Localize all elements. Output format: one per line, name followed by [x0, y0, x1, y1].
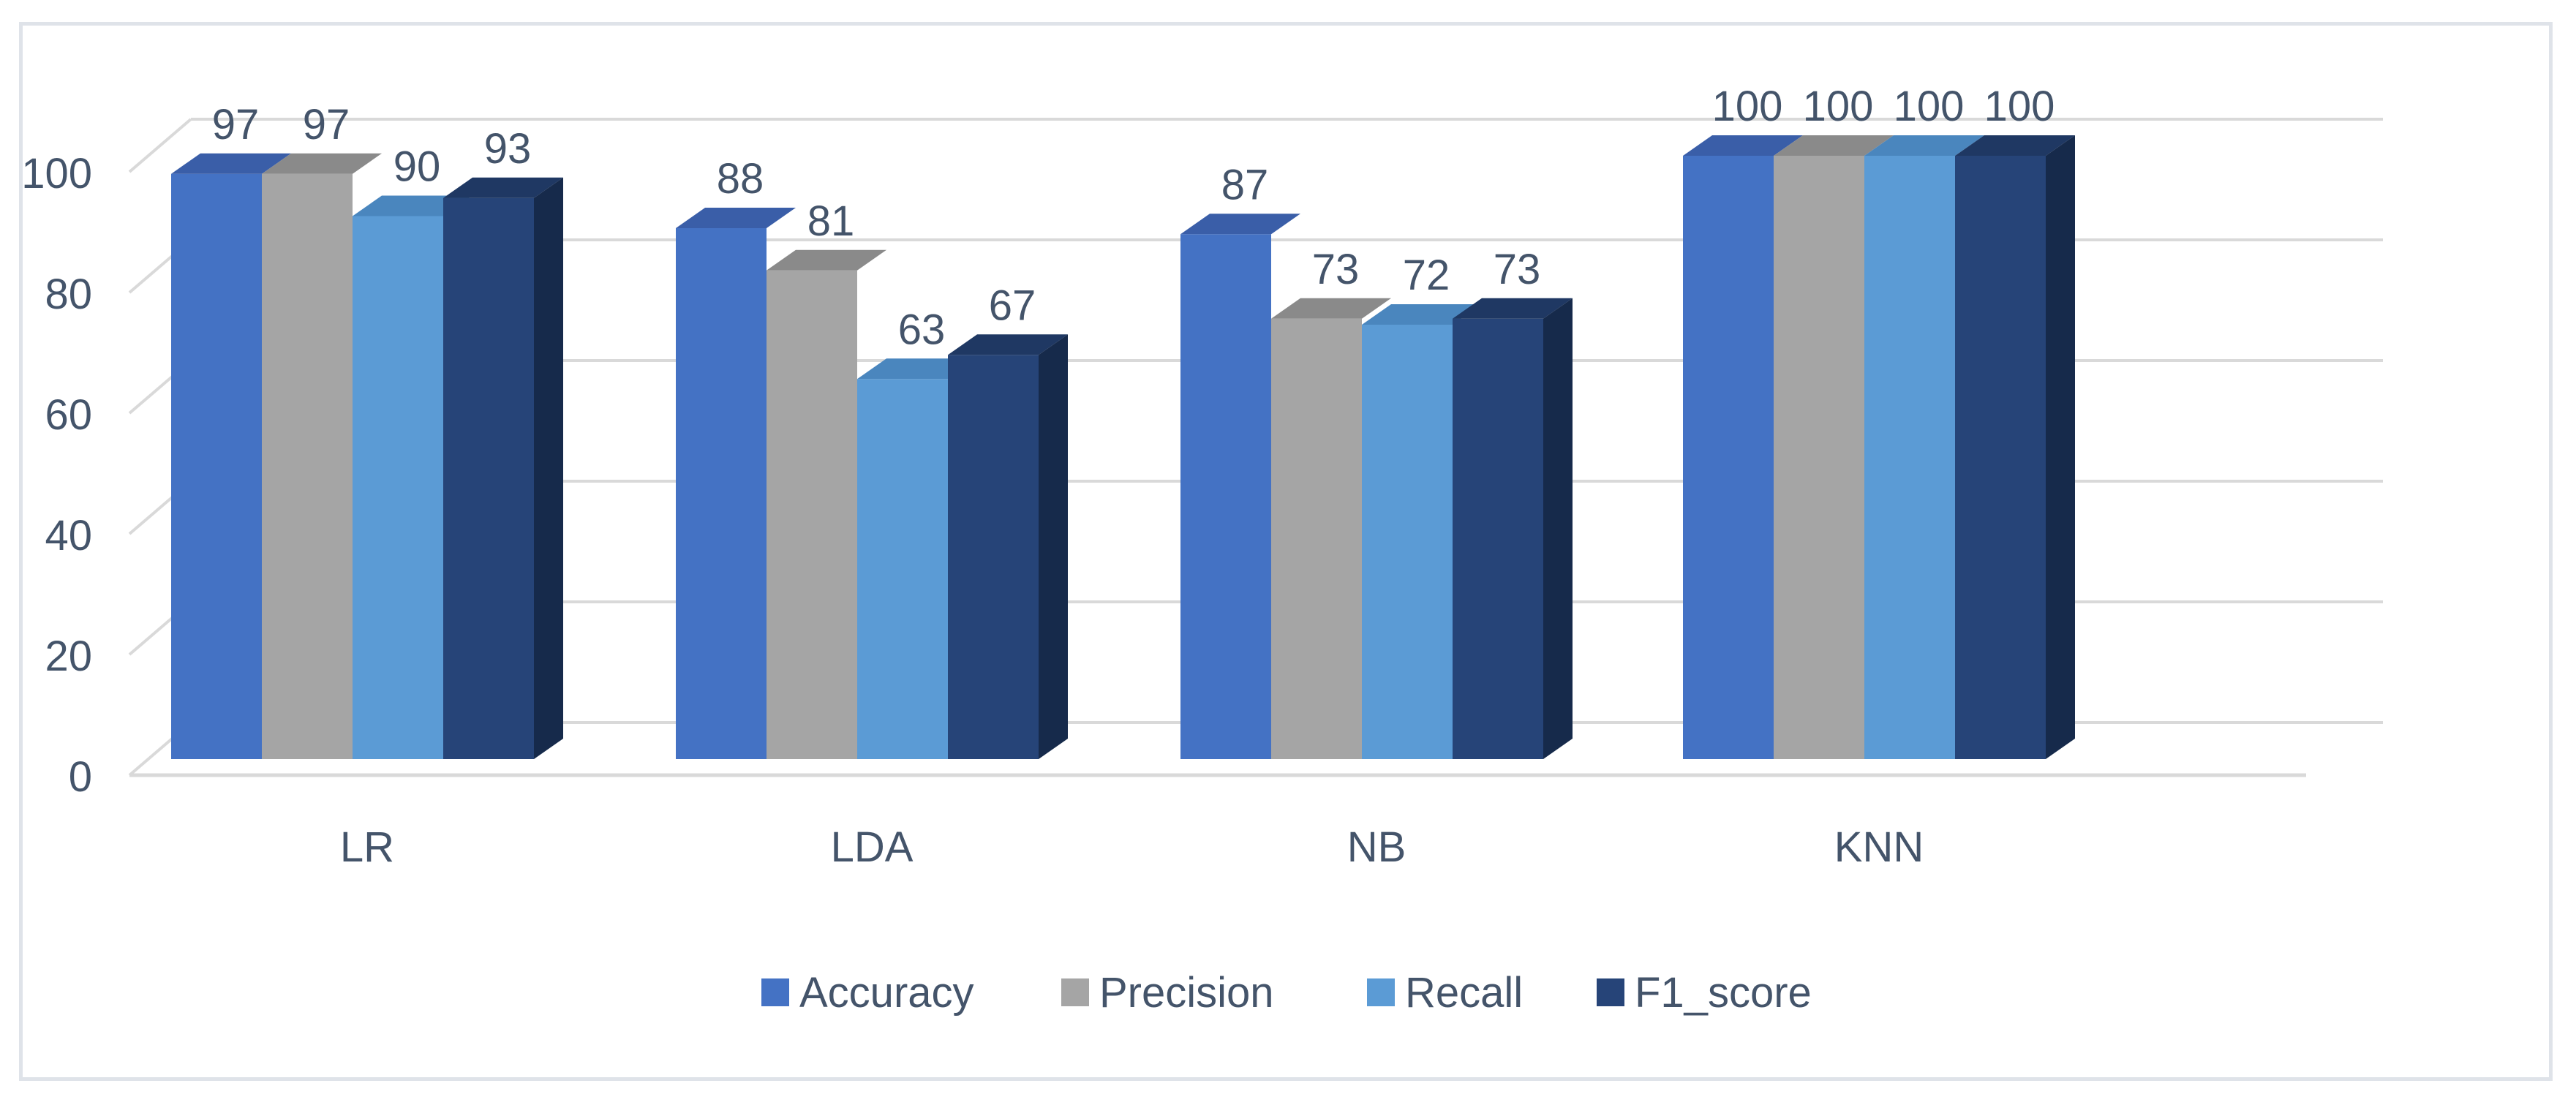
bars: [171, 135, 2075, 759]
data-label: 73: [1312, 246, 1360, 293]
legend-label: Recall: [1405, 969, 1523, 1017]
bar-chart: 97 97 90 93 88 81 63 67 87 73 72 73 100 100 100 100 0 20…: [21, 83, 2383, 1017]
x-tick-label: LDA: [831, 823, 914, 871]
bar-front-precision: [262, 173, 353, 759]
bar-top: [676, 208, 796, 228]
legend-label: Precision: [1099, 969, 1274, 1017]
y-tick-label: 100: [23, 150, 92, 197]
gridline-diagonal: [128, 118, 192, 173]
bar-top: [262, 153, 382, 174]
bar-side: [1543, 298, 1573, 759]
legend: Accuracy Precision Recall F1_score: [761, 969, 1812, 1017]
y-tick-label: 0: [69, 753, 92, 801]
legend-swatch: [761, 978, 789, 1006]
data-label: 100: [1894, 83, 1965, 130]
bar-top: [443, 177, 563, 198]
x-tick-label: NB: [1347, 823, 1406, 871]
data-label: 100: [1984, 83, 2055, 130]
bar-top: [1864, 135, 1984, 156]
x-tick-label: LR: [340, 823, 394, 871]
data-label: 87: [1221, 161, 1269, 208]
bar-side: [534, 177, 563, 759]
axes: 0 20 40 60 80 100 LR LDA NB KNN: [21, 150, 2306, 871]
bar-front-recall: [857, 379, 948, 759]
data-label: 63: [898, 306, 946, 353]
bar-side: [1039, 334, 1068, 759]
bar-top: [767, 249, 886, 271]
y-tick-label: 80: [45, 271, 92, 318]
data-label: 67: [989, 282, 1036, 329]
bar-front-precision: [1271, 318, 1362, 759]
bar-front-recall: [1362, 325, 1453, 759]
bar-front-accuracy: [171, 173, 262, 759]
bar-top: [857, 358, 977, 380]
y-tick-label: 60: [45, 391, 92, 439]
data-label: 88: [717, 155, 764, 203]
bar-front-accuracy: [1180, 234, 1271, 759]
bar-top: [948, 334, 1068, 355]
data-label: 72: [1403, 252, 1450, 299]
chart-frame: 97 97 90 93 88 81 63 67 87 73 72 73 100 100 100 100 0 20…: [19, 22, 2553, 1081]
y-tick-label: 40: [45, 512, 92, 559]
bar-top: [1955, 135, 2075, 156]
data-label: 97: [303, 101, 350, 148]
legend-swatch: [1061, 978, 1089, 1006]
legend-label: F1_score: [1635, 969, 1812, 1017]
bar-front-recall: [1864, 156, 1955, 759]
bar-front-f1-score: [1955, 156, 2046, 759]
data-label: 100: [1803, 83, 1874, 130]
bar-top: [1774, 135, 1894, 156]
data-labels: 97 97 90 93 88 81 63 67 87 73 72 73 100 100 100 100: [212, 83, 2055, 353]
legend-swatch: [1367, 978, 1395, 1006]
bar-front-precision: [1774, 156, 1864, 759]
bar-side: [2046, 135, 2075, 759]
legend-label: Accuracy: [799, 969, 974, 1017]
legend-swatch: [1597, 978, 1624, 1006]
bar-front-f1-score: [948, 355, 1039, 759]
data-label: 90: [393, 143, 441, 191]
bar-front-accuracy: [676, 228, 767, 759]
bar-top: [1271, 298, 1391, 319]
bar-front-precision: [767, 270, 857, 759]
bar-top: [1362, 304, 1482, 325]
data-label: 81: [807, 197, 855, 245]
bar-front-f1-score: [1453, 318, 1543, 759]
bar-front-recall: [353, 216, 443, 759]
bar-top: [171, 153, 291, 174]
y-tick-label: 20: [45, 633, 92, 680]
bar-top: [1683, 135, 1803, 156]
bar-front-accuracy: [1683, 156, 1774, 759]
x-tick-label: KNN: [1834, 823, 1924, 871]
data-label: 97: [212, 101, 260, 148]
bar-front-f1-score: [443, 197, 534, 759]
data-label: 73: [1494, 246, 1541, 293]
bar-top: [1180, 214, 1300, 235]
bar-top: [1453, 298, 1573, 319]
bar-top: [353, 195, 472, 216]
data-label: 93: [484, 125, 532, 173]
data-label: 100: [1712, 83, 1783, 130]
